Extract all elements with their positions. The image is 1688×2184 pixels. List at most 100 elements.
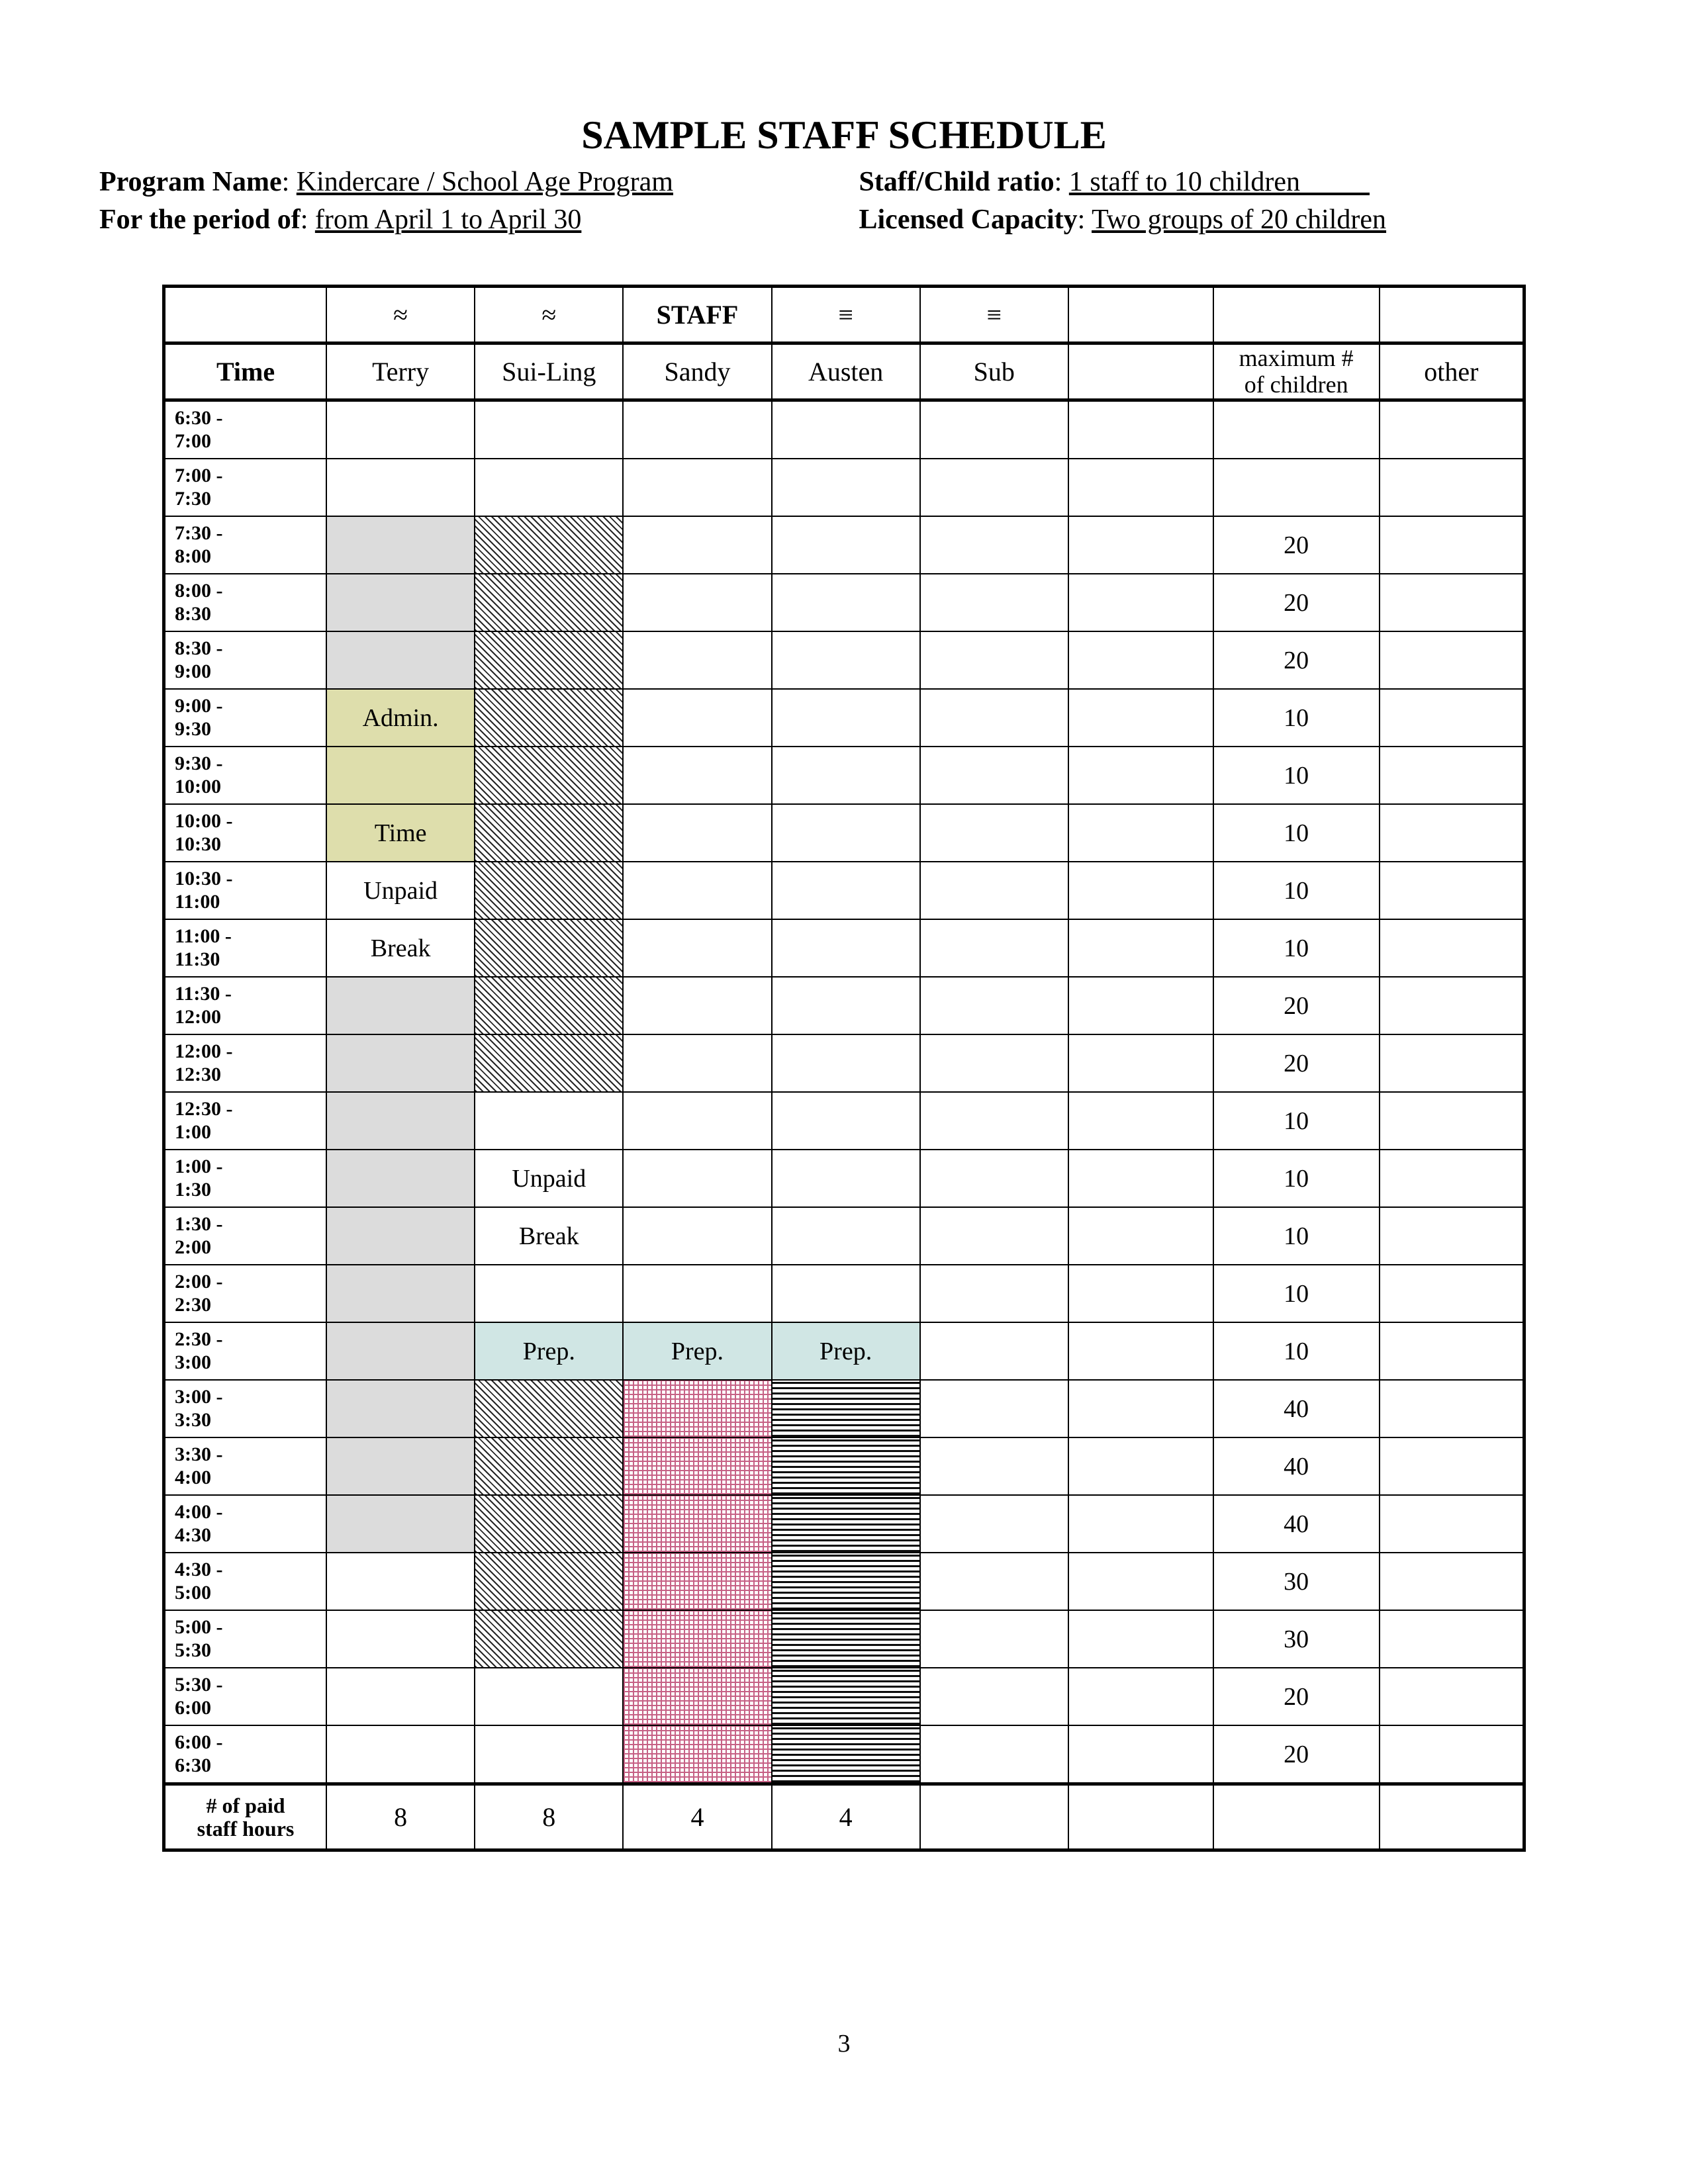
schedule-cell [623, 747, 771, 804]
col-staff: Terry [326, 343, 475, 400]
schedule-cell [475, 1610, 623, 1668]
schedule-cell [920, 1092, 1068, 1150]
schedule-cell [920, 1495, 1068, 1553]
schedule-cell [920, 574, 1068, 631]
schedule-cell [326, 1610, 475, 1668]
col-staff: Sandy [623, 343, 771, 400]
max-children-cell: 30 [1213, 1610, 1380, 1668]
schedule-cell: Admin. [326, 689, 475, 747]
footer-value [920, 1784, 1068, 1850]
schedule-cell [920, 1610, 1068, 1668]
schedule-cell [475, 689, 623, 747]
schedule-cell [475, 747, 623, 804]
schedule-cell [475, 516, 623, 574]
schedule-cell [326, 400, 475, 459]
schedule-cell [326, 1150, 475, 1207]
schedule-cell [772, 400, 920, 459]
time-slot: 5:30 -6:00 [164, 1668, 327, 1725]
max-children-cell [1213, 400, 1380, 459]
footer-value: 8 [475, 1784, 623, 1850]
schedule-cell [326, 1553, 475, 1610]
schedule-cell [772, 862, 920, 919]
schedule-cell [623, 1034, 771, 1092]
schedule-cell [623, 631, 771, 689]
col-staff: Austen [772, 343, 920, 400]
schedule-cell [623, 1265, 771, 1322]
schedule-cell [475, 1553, 623, 1610]
schedule-cell [772, 516, 920, 574]
footer-label: # of paidstaff hours [164, 1784, 327, 1850]
max-children-cell: 40 [1213, 1437, 1380, 1495]
schedule-cell [623, 804, 771, 862]
schedule-table: ≈≈STAFF≡≡TimeTerrySui-LingSandyAustenSub… [162, 285, 1526, 1852]
program-label: Program Name [99, 167, 282, 197]
schedule-cell [475, 1380, 623, 1437]
schedule-cell [772, 1553, 920, 1610]
schedule-cell [475, 459, 623, 516]
schedule-cell [326, 1380, 475, 1437]
max-children-cell: 20 [1213, 1034, 1380, 1092]
time-slot: 11:30 -12:00 [164, 977, 327, 1034]
schedule-cell [623, 1092, 771, 1150]
schedule-cell [772, 747, 920, 804]
schedule-cell [772, 631, 920, 689]
schedule-cell [475, 804, 623, 862]
schedule-cell [623, 1668, 771, 1725]
schedule-cell [475, 1495, 623, 1553]
schedule-cell [326, 631, 475, 689]
schedule-cell [623, 574, 771, 631]
schedule-cell [623, 1495, 771, 1553]
ratio-value: 1 staff to 10 children [1069, 167, 1370, 197]
max-children-cell: 10 [1213, 1207, 1380, 1265]
time-slot: 2:30 -3:00 [164, 1322, 327, 1380]
schedule-cell [920, 919, 1068, 977]
time-slot: 7:30 -8:00 [164, 516, 327, 574]
schedule-cell [920, 862, 1068, 919]
schedule-cell [623, 459, 771, 516]
staff-header-symbol: ≈ [475, 287, 623, 343]
schedule-cell [623, 862, 771, 919]
schedule-cell [475, 1725, 623, 1784]
max-children-cell [1213, 459, 1380, 516]
max-children-cell: 10 [1213, 1092, 1380, 1150]
page-number: 3 [0, 2029, 1688, 2058]
schedule-cell [326, 977, 475, 1034]
schedule-cell [920, 631, 1068, 689]
time-slot: 9:30 -10:00 [164, 747, 327, 804]
schedule-cell [772, 1668, 920, 1725]
footer-value: 8 [326, 1784, 475, 1850]
period-value: from April 1 to April 30 [315, 205, 582, 235]
capacity-label: Licensed Capacity [859, 205, 1078, 235]
schedule-cell [623, 1207, 771, 1265]
schedule-cell [326, 1034, 475, 1092]
schedule-cell [326, 1725, 475, 1784]
time-slot: 7:00 -7:30 [164, 459, 327, 516]
col-staff: Sui-Ling [475, 343, 623, 400]
schedule-cell [772, 977, 920, 1034]
footer-value: 4 [623, 1784, 771, 1850]
schedule-cell [920, 1034, 1068, 1092]
time-slot: 9:00 -9:30 [164, 689, 327, 747]
schedule-cell [475, 574, 623, 631]
schedule-cell: Unpaid [326, 862, 475, 919]
col-max-children: maximum #of children [1213, 343, 1380, 400]
schedule-cell [772, 1265, 920, 1322]
col-time: Time [164, 343, 327, 400]
schedule-cell [920, 459, 1068, 516]
time-slot: 5:00 -5:30 [164, 1610, 327, 1668]
schedule-cell [920, 747, 1068, 804]
time-slot: 1:00 -1:30 [164, 1150, 327, 1207]
max-children-cell: 10 [1213, 1265, 1380, 1322]
schedule-cell [772, 1150, 920, 1207]
schedule-cell [920, 1437, 1068, 1495]
max-children-cell: 10 [1213, 919, 1380, 977]
footer-value: 4 [772, 1784, 920, 1850]
schedule-cell [475, 631, 623, 689]
staff-header-symbol: ≡ [920, 287, 1068, 343]
footer-value [1380, 1784, 1524, 1850]
schedule-cell [475, 1437, 623, 1495]
max-children-cell: 10 [1213, 804, 1380, 862]
schedule-cell [475, 1092, 623, 1150]
schedule-cell [772, 1034, 920, 1092]
schedule-cell [475, 400, 623, 459]
